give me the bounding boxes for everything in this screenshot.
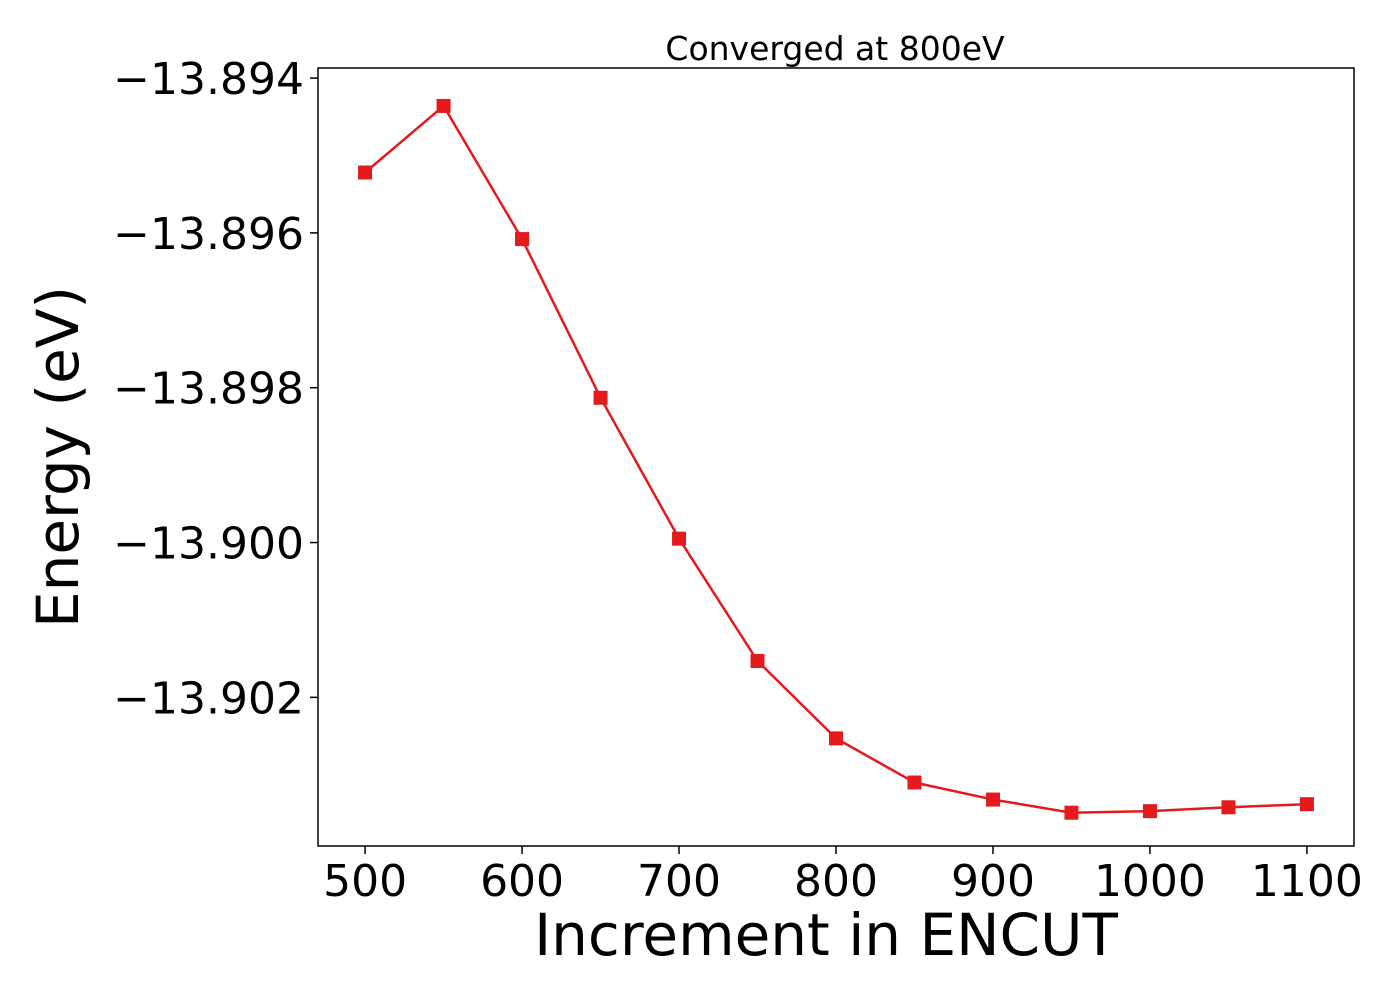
axis-ticks: 500 600 700 800 900 1000 1100 −13.894 −13.896 −13… — [113, 54, 1363, 907]
data-point-marker — [1142, 804, 1157, 819]
y-tick-label: −13.898 — [113, 364, 304, 415]
data-point-marker — [907, 775, 922, 790]
data-point-marker — [515, 232, 530, 247]
data-point-marker — [672, 531, 687, 546]
x-tick-label: 1100 — [1251, 856, 1363, 907]
series-layer — [358, 98, 1314, 820]
x-tick-label: 600 — [480, 856, 564, 907]
data-point-marker — [1064, 805, 1079, 820]
data-point-marker — [985, 792, 1000, 807]
data-point-marker — [1299, 797, 1314, 812]
data-point-marker — [593, 390, 608, 405]
plot-area-frame — [317, 67, 1355, 847]
data-point-marker — [829, 731, 843, 746]
x-axis-label: Increment in ENCUT — [534, 901, 1118, 969]
data-point-marker — [358, 165, 373, 180]
x-tick-label: 800 — [794, 856, 878, 907]
y-axis-label: Energy (eV) — [24, 286, 92, 628]
x-tick-label: 1000 — [1094, 856, 1206, 907]
y-tick-label: −13.900 — [113, 519, 304, 570]
data-point-marker — [436, 98, 451, 113]
chart-title: Converged at 800eV — [665, 29, 1005, 68]
data-point-marker — [1221, 800, 1236, 815]
x-tick-label: 900 — [951, 856, 1035, 907]
data-point-marker — [750, 653, 765, 668]
x-tick-label: 700 — [637, 856, 721, 907]
y-tick-label: −13.894 — [113, 54, 304, 105]
y-tick-label: −13.902 — [113, 673, 304, 724]
y-tick-label: −13.896 — [113, 209, 304, 260]
x-tick-label: 500 — [323, 856, 407, 907]
